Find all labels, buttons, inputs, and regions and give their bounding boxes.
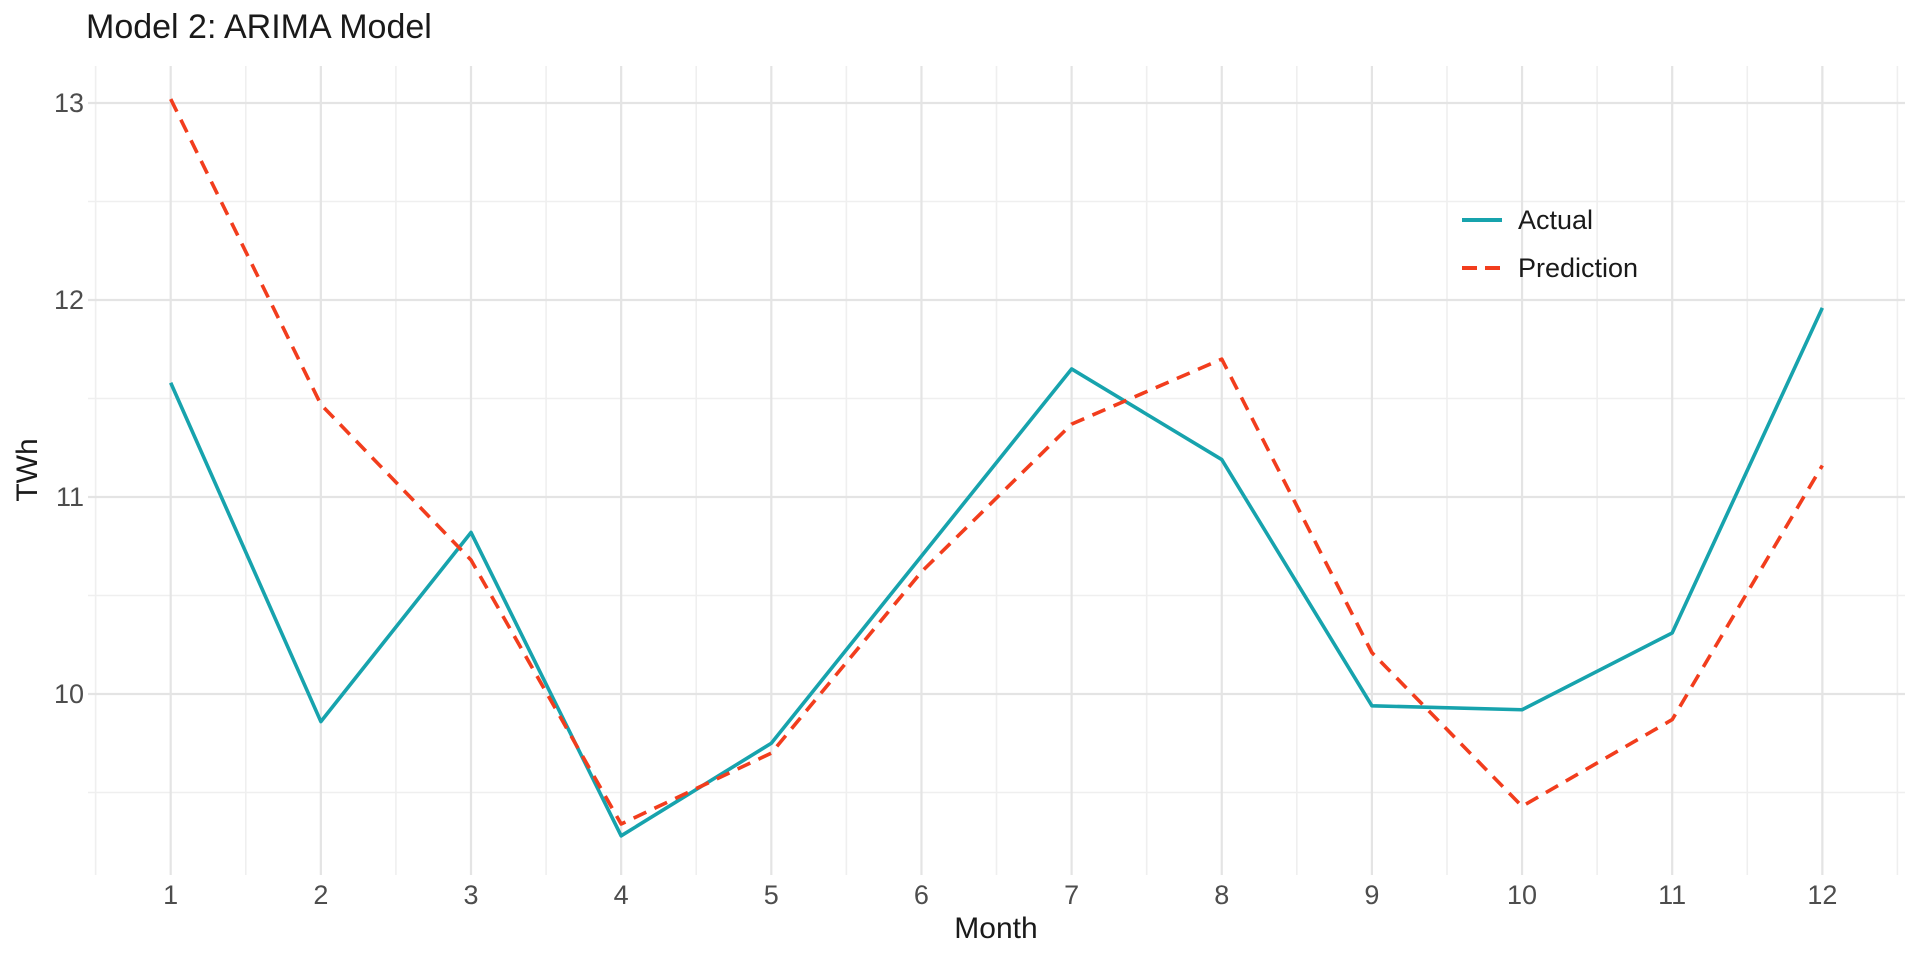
x-tick-label: 1 xyxy=(163,880,178,910)
x-tick-label: 12 xyxy=(1807,880,1837,910)
x-tick-label: 8 xyxy=(1214,880,1229,910)
legend-key-actual-line xyxy=(1462,218,1502,222)
y-tick-label: 10 xyxy=(54,679,84,709)
y-tick-label: 13 xyxy=(54,88,84,118)
series-line-prediction xyxy=(169,98,1824,826)
series-line-actual xyxy=(169,307,1824,838)
x-tick-label: 11 xyxy=(1658,880,1686,910)
x-tick-label: 10 xyxy=(1507,880,1537,910)
y-axis-title: TWh xyxy=(11,438,44,502)
legend-key-prediction-line xyxy=(1462,266,1502,270)
x-tick-label: 6 xyxy=(914,880,929,910)
chart-title: Model 2: ARIMA Model xyxy=(86,8,432,46)
y-tick-label: 11 xyxy=(56,482,84,512)
legend: Actual Prediction xyxy=(1461,196,1638,292)
legend-item-actual: Actual xyxy=(1461,196,1638,244)
legend-item-prediction: Prediction xyxy=(1461,244,1638,292)
x-tick-label: 5 xyxy=(764,880,779,910)
legend-label-prediction: Prediction xyxy=(1518,252,1639,283)
legend-label-actual: Actual xyxy=(1518,204,1594,235)
x-tick-label: 3 xyxy=(463,880,478,910)
x-tick-label: 2 xyxy=(313,880,328,910)
x-tick-label: 9 xyxy=(1364,880,1379,910)
y-tick-label: 12 xyxy=(54,285,84,315)
x-axis-title: Month xyxy=(954,912,1038,945)
x-tick-label: 4 xyxy=(614,880,629,910)
x-tick-label: 7 xyxy=(1064,880,1079,910)
